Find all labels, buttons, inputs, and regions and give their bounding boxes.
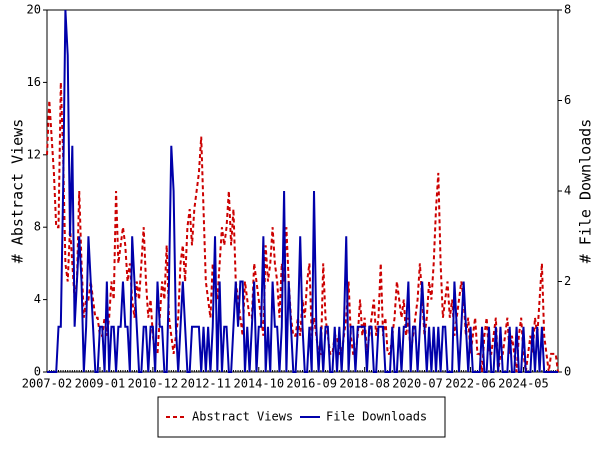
y2-tick-label: 6 — [564, 93, 571, 107]
y-tick-label: 0 — [34, 365, 41, 379]
y-tick-label: 8 — [34, 220, 41, 234]
series-line — [47, 9, 558, 373]
y-tick-label: 4 — [34, 292, 41, 306]
y2-tick-label: 0 — [564, 365, 571, 379]
x-tick-label: 2020-07 — [392, 377, 443, 391]
x-tick-label: 2014-10 — [233, 377, 284, 391]
legend-label: File Downloads — [326, 410, 427, 424]
y2-tick-label: 8 — [564, 3, 571, 17]
x-tick-label: 2018-08 — [339, 377, 390, 391]
series-line — [46, 82, 559, 373]
x-tick-label: 2007-02 — [22, 377, 73, 391]
y2-tick-label: 4 — [564, 184, 571, 198]
x-tick-label: 2022-06 — [445, 377, 496, 391]
y2-axis-label: # File Downloads — [577, 119, 595, 264]
legend-box — [157, 396, 446, 438]
legend-label: Abstract Views — [192, 410, 293, 424]
x-tick-label: 2009-01 — [75, 377, 126, 391]
x-tick-label: 2012-11 — [181, 377, 232, 391]
y2-tick-label: 2 — [564, 274, 571, 288]
x-tick-label: 2010-12 — [128, 377, 179, 391]
y-tick-label: 12 — [27, 147, 41, 161]
y-tick-label: 20 — [27, 3, 41, 17]
x-tick-label: 2016-09 — [286, 377, 337, 391]
x-tick-label: 2024-05 — [498, 377, 549, 391]
y-tick-label: 16 — [27, 75, 41, 89]
y-axis-label: # Abstract Views — [9, 119, 27, 264]
